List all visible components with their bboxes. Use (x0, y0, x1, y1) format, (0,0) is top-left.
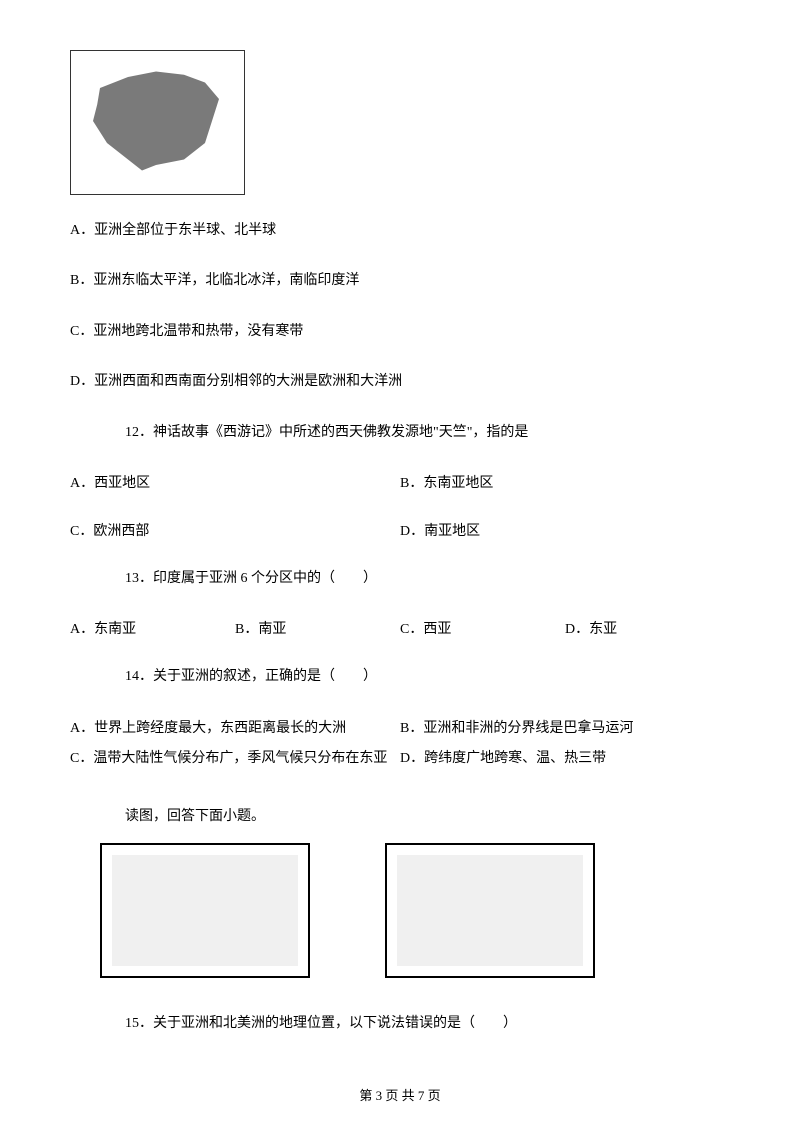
q15-stem: 15．关于亚洲和北美洲的地理位置，以下说法错误的是（ ） (125, 1013, 730, 1035)
q14-option-d: D．跨纬度广地跨寒、温、热三带 (400, 747, 730, 767)
asia-map-figure (70, 50, 245, 195)
page-footer: 第 3 页 共 7 页 (0, 1085, 800, 1104)
q11-option-b: B．亚洲东临太平洋，北临北冰洋，南临印度洋 (70, 270, 730, 292)
q14-option-b: B．亚洲和非洲的分界线是巴拿马运河 (400, 717, 730, 737)
q12-options-row1: A．西亚地区 B．东南亚地区 (70, 472, 730, 492)
q12-option-a: A．西亚地区 (70, 472, 400, 492)
q13-option-a: A．东南亚 (70, 618, 235, 638)
q14-option-c: C．温带大陆性气候分布广，季风气候只分布在东亚 (70, 747, 400, 767)
asia-rivers-inner (112, 855, 298, 966)
asia-rivers-map (100, 843, 310, 978)
q14-option-a: A．世界上跨经度最大，东西距离最长的大洲 (70, 717, 400, 737)
q12-stem: 12．神话故事《西游记》中所述的西天佛教发源地"天竺"，指的是 (125, 422, 730, 444)
north-america-map (385, 843, 595, 978)
q11-option-d: D．亚洲西面和西南面分别相邻的大洲是欧洲和大洋洲 (70, 371, 730, 393)
reading-prompt: 读图，回答下面小题。 (125, 805, 730, 825)
north-america-inner (397, 855, 583, 966)
q11-option-a: A．亚洲全部位于东半球、北半球 (70, 220, 730, 242)
q13-options: A．东南亚 B．南亚 C．西亚 D．东亚 (70, 618, 730, 638)
q12-option-c: C．欧洲西部 (70, 520, 400, 540)
q13-option-c: C．西亚 (400, 618, 565, 638)
q13-stem: 13．印度属于亚洲 6 个分区中的（ ） (125, 568, 730, 590)
q12-option-d: D．南亚地区 (400, 520, 730, 540)
asia-silhouette (86, 66, 226, 176)
q12-option-b: B．东南亚地区 (400, 472, 730, 492)
q14-stem: 14．关于亚洲的叙述，正确的是（ ） (125, 666, 730, 688)
q13-option-b: B．南亚 (235, 618, 400, 638)
q13-option-d: D．东亚 (565, 618, 730, 638)
q12-options-row2: C．欧洲西部 D．南亚地区 (70, 520, 730, 540)
q11-option-c: C．亚洲地跨北温带和热带，没有寒带 (70, 321, 730, 343)
q14-options: A．世界上跨经度最大，东西距离最长的大洲 B．亚洲和非洲的分界线是巴拿马运河 C… (70, 717, 730, 777)
two-maps-row (100, 843, 730, 978)
